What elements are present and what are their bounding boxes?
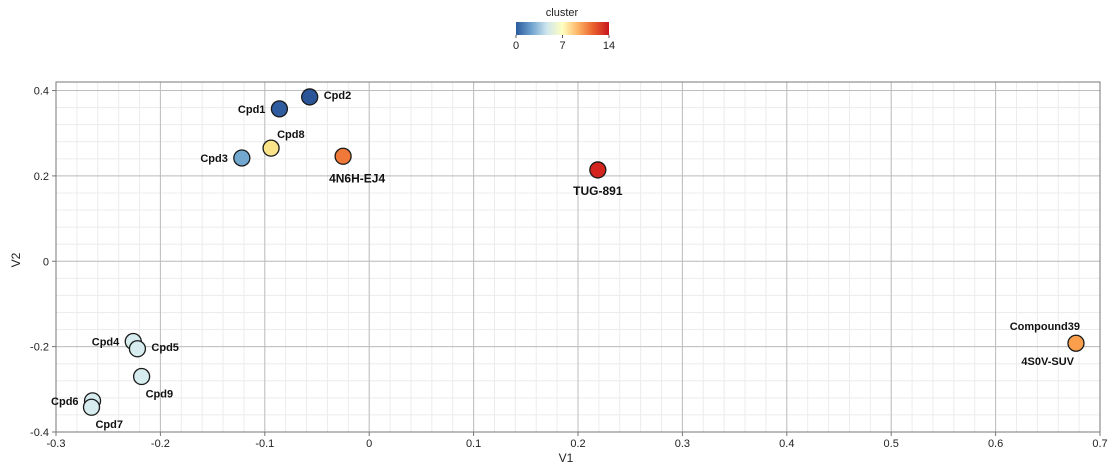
y-tick-label: 0.4 xyxy=(34,86,49,98)
colorbar-tick-label: 14 xyxy=(603,40,615,52)
x-axis-title: V1 xyxy=(559,451,574,465)
data-point-tug-891 xyxy=(589,161,607,179)
x-tick-label: -0.2 xyxy=(151,438,170,450)
data-point-cpd8 xyxy=(262,139,280,157)
data-points xyxy=(82,88,1085,416)
point-label-cpd5: Cpd5 xyxy=(151,342,179,354)
point-label-cpd3: Cpd3 xyxy=(200,153,228,165)
point-label-cpd8: Cpd8 xyxy=(277,129,305,141)
data-point-cpd2 xyxy=(301,88,319,106)
data-point-cpd9 xyxy=(132,367,151,386)
point-label-cpd6: Cpd6 xyxy=(51,396,79,408)
colorbar-ticks: 0 7 14 xyxy=(513,35,615,52)
x-tick-label: 0.2 xyxy=(570,438,585,450)
x-tick-label: 0.3 xyxy=(675,438,690,450)
x-tick-label: 0.7 xyxy=(1092,438,1107,450)
data-point-cpd3 xyxy=(233,149,251,167)
data-point-4n6h-ej4 xyxy=(334,147,352,165)
x-tick-label: 0 xyxy=(366,438,372,450)
colorbar-tick-label: 0 xyxy=(513,40,519,52)
point-label-compound39: Compound39 xyxy=(1010,321,1080,333)
point-label-cpd7: Cpd7 xyxy=(95,419,123,431)
point-label-cpd2: Cpd2 xyxy=(324,90,352,102)
data-point-compound39 xyxy=(1067,334,1085,352)
data-point-cpd7 xyxy=(82,398,101,416)
y-axis-ticks: -0.4 -0.2 0 0.2 0.4 xyxy=(30,86,56,439)
data-point-cpd5 xyxy=(128,340,147,358)
x-tick-label: 0.5 xyxy=(884,438,899,450)
point-label-4s0v-suv: 4S0V-SUV xyxy=(1021,356,1074,368)
point-labels: Cpd1 Cpd2 Cpd8 Cpd3 4N6H-EJ4 TUG-891 Cpd4 Cpd5 C… xyxy=(51,90,1080,431)
x-tick-label: 0.6 xyxy=(988,438,1003,450)
colorbar-gradient xyxy=(516,22,609,35)
colorbar-tick-label: 7 xyxy=(559,40,565,52)
x-tick-label: -0.3 xyxy=(47,438,66,450)
x-tick-label: -0.1 xyxy=(255,438,274,450)
colorbar-legend: cluster 0 7 14 xyxy=(513,7,615,52)
point-label-cpd4: Cpd4 xyxy=(92,337,120,349)
x-tick-label: 0.4 xyxy=(779,438,794,450)
point-label-cpd9: Cpd9 xyxy=(146,389,174,401)
y-tick-label: -0.2 xyxy=(30,342,49,354)
point-label-tug-891: TUG-891 xyxy=(573,184,623,198)
x-tick-label: 0.1 xyxy=(466,438,481,450)
y-tick-label: 0 xyxy=(43,256,49,268)
y-tick-label: -0.4 xyxy=(30,427,49,439)
x-axis-ticks: -0.3 -0.2 -0.1 0 0.1 0.2 0.3 0.4 0.5 0.6 0.7 xyxy=(47,432,1108,450)
major-gridlines xyxy=(55,82,1101,433)
point-label-4n6h-ej4: 4N6H-EJ4 xyxy=(329,171,385,185)
colorbar-title: cluster xyxy=(546,7,579,19)
y-axis-title: V2 xyxy=(9,252,23,267)
y-tick-label: 0.2 xyxy=(34,171,49,183)
point-label-cpd1: Cpd1 xyxy=(238,104,266,116)
data-point-cpd1 xyxy=(270,100,289,118)
